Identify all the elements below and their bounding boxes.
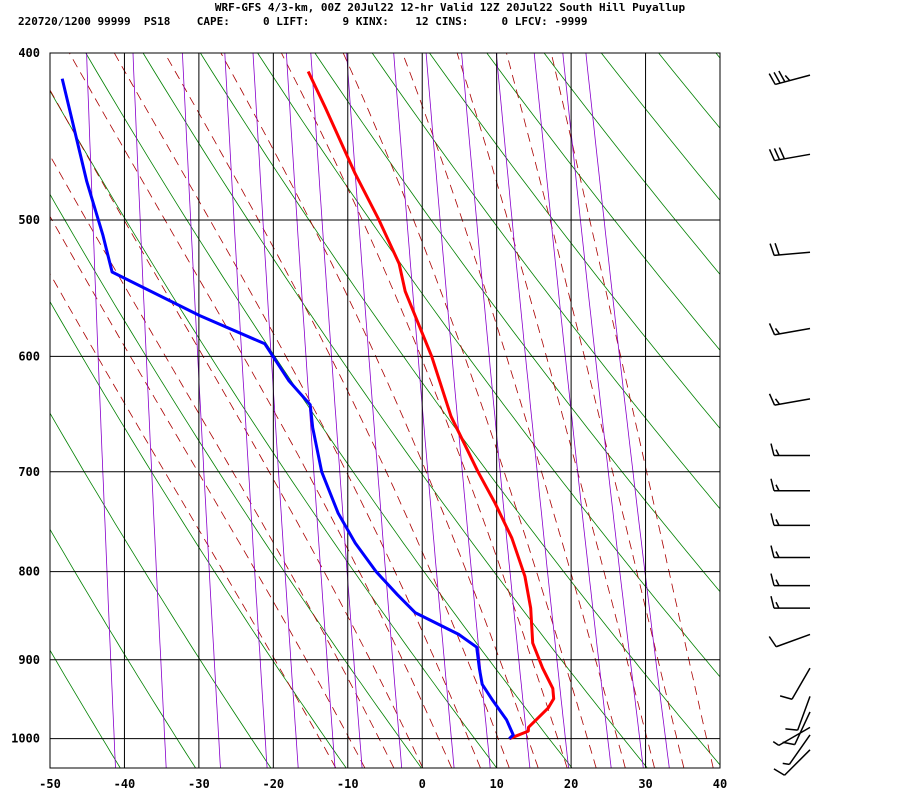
chart-stats-line: 220720/1200 99999 PS18 CAPE: 0 LIFT: 9 K… bbox=[18, 15, 588, 28]
y-tick-label: 600 bbox=[18, 349, 40, 363]
moist-adiabat-line bbox=[164, 53, 510, 768]
dry-adiabat-line bbox=[831, 53, 900, 768]
wind-barb bbox=[770, 573, 810, 587]
background-lines bbox=[50, 53, 900, 768]
mixing-ratio-line bbox=[495, 53, 569, 768]
dry-adiabat-line bbox=[85, 53, 573, 768]
dry-adiabat-line bbox=[371, 53, 720, 510]
mixing-ratio-line bbox=[132, 53, 167, 768]
dry-adiabat-line bbox=[50, 649, 121, 768]
wind-barb bbox=[768, 323, 811, 336]
x-tick-label: -50 bbox=[39, 777, 61, 791]
moist-adiabat-line bbox=[456, 53, 655, 768]
dry-adiabat-line bbox=[200, 53, 720, 766]
mixing-ratio-line bbox=[252, 53, 299, 768]
wind-barb bbox=[770, 596, 810, 609]
wind-barb bbox=[768, 393, 811, 406]
sounding-series bbox=[60, 70, 556, 741]
dry-adiabat-line bbox=[773, 53, 900, 768]
wind-barb bbox=[782, 734, 811, 766]
wind-barb bbox=[773, 749, 811, 776]
x-tick-label: 30 bbox=[638, 777, 652, 791]
dry-adiabat-line bbox=[50, 90, 498, 768]
moist-adiabat-line bbox=[402, 53, 626, 768]
moist-adiabat-line bbox=[342, 53, 597, 768]
mixing-ratio-line bbox=[393, 53, 455, 768]
y-tick-label: 700 bbox=[18, 465, 40, 479]
moist-adiabat-line bbox=[50, 215, 366, 768]
plot-frame bbox=[49, 52, 721, 769]
dry-adiabat-line bbox=[50, 412, 272, 768]
y-tick-label: 900 bbox=[18, 653, 40, 667]
moist-adiabat-line bbox=[113, 53, 481, 768]
y-tick-label: 1000 bbox=[11, 732, 40, 746]
x-tick-label: 10 bbox=[489, 777, 503, 791]
y-tick-label: 500 bbox=[18, 213, 40, 227]
moist-adiabat-line bbox=[50, 272, 337, 768]
x-tick-label: -10 bbox=[337, 777, 359, 791]
x-tick-label: 40 bbox=[713, 777, 727, 791]
x-axis: -50 -40 -30 -20 -10 0 10 20 30 40 bbox=[39, 777, 727, 791]
y-tick-label: 400 bbox=[18, 46, 40, 60]
dry-adiabat-line bbox=[715, 53, 720, 59]
chart-title: WRF-GFS 4/3-km, 00Z 20Jul22 12-hr Valid … bbox=[215, 1, 686, 14]
mixing-ratio-line bbox=[425, 53, 491, 768]
dry-adiabat-line bbox=[50, 528, 196, 768]
wind-barb bbox=[779, 667, 811, 700]
mixing-ratio-line bbox=[182, 53, 221, 768]
wind-barb bbox=[770, 545, 810, 559]
wind-barb bbox=[770, 478, 810, 492]
wind-barb bbox=[769, 242, 811, 257]
dry-adiabat-line bbox=[50, 300, 347, 768]
dry-adiabat-line bbox=[429, 53, 720, 430]
moist-adiabat-line bbox=[506, 53, 685, 768]
dry-adiabat-line bbox=[543, 53, 720, 275]
x-tick-label: -30 bbox=[188, 777, 210, 791]
moist-adiabat-line bbox=[220, 53, 539, 768]
mixing-ratio-line bbox=[585, 53, 670, 768]
y-tick-label: 800 bbox=[18, 565, 40, 579]
moist-adiabat-line bbox=[69, 53, 453, 768]
x-tick-label: 0 bbox=[419, 777, 426, 791]
dry-adiabat-line bbox=[142, 53, 648, 768]
wind-barb bbox=[768, 70, 811, 86]
mixing-ratio-line bbox=[562, 53, 644, 768]
moist-adiabat-line bbox=[550, 53, 714, 768]
mixing-ratio-line bbox=[310, 53, 363, 768]
wind-barb bbox=[768, 633, 811, 648]
mixing-ratio-line bbox=[533, 53, 612, 768]
dry-adiabat-line bbox=[486, 53, 720, 351]
wind-barb bbox=[770, 443, 810, 457]
dry-adiabat-line bbox=[50, 193, 422, 768]
grid bbox=[49, 52, 721, 769]
y-axis: 1000 900 800 700 600 500 400 bbox=[11, 46, 40, 746]
wind-barbs bbox=[768, 70, 811, 776]
dry-adiabat-line bbox=[600, 53, 720, 201]
x-tick-label: 20 bbox=[564, 777, 578, 791]
mixing-ratio-line bbox=[346, 53, 403, 768]
x-tick-label: -40 bbox=[114, 777, 136, 791]
mixing-ratio-line bbox=[286, 53, 336, 768]
moist-adiabat-line bbox=[50, 154, 395, 768]
wind-barb bbox=[770, 513, 810, 527]
x-tick-label: -20 bbox=[262, 777, 284, 791]
temperature-line bbox=[306, 70, 556, 741]
mixing-ratio-line bbox=[461, 53, 531, 768]
dewpoint-line bbox=[60, 78, 515, 740]
mixing-ratio-line bbox=[224, 53, 268, 768]
moist-adiabat-line bbox=[281, 53, 568, 768]
moist-adiabat-line bbox=[50, 89, 424, 768]
wind-barb bbox=[772, 726, 811, 746]
dry-adiabat-line bbox=[314, 53, 720, 593]
wind-barb bbox=[785, 696, 811, 731]
mixing-ratio-line bbox=[86, 53, 116, 768]
wind-barb bbox=[768, 147, 811, 162]
